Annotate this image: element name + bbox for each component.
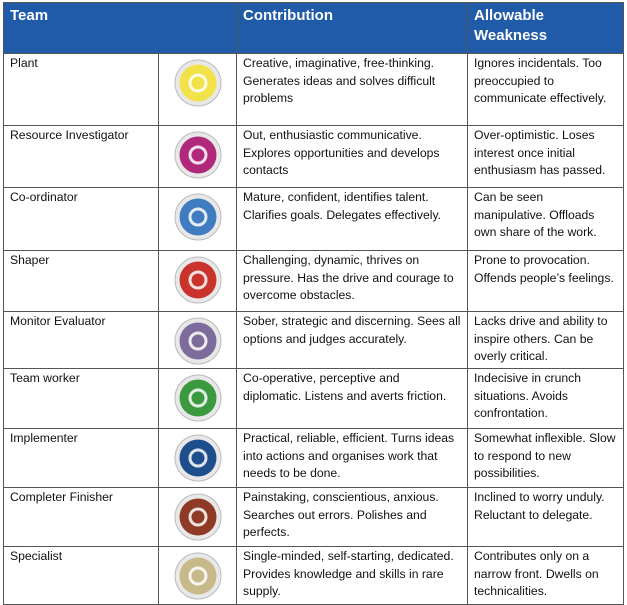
icon-glyph xyxy=(188,73,207,93)
icon-cell xyxy=(157,487,238,547)
table-row: Implementer Practical, reliable, efficien… xyxy=(3,428,625,488)
weakness-cell: Lacks drive and ability to inspire other… xyxy=(467,311,625,369)
icon-cell xyxy=(157,125,238,188)
weakness-cell: Ignores incidentals. Too preoccupied to … xyxy=(467,53,625,126)
contribution-cell: Mature, confident, identifies talent. Cl… xyxy=(236,187,469,251)
contribution-cell: Co-operative, perceptive and diplomatic.… xyxy=(236,368,469,429)
icon-cell xyxy=(157,428,238,488)
icon-glyph xyxy=(188,448,207,468)
icon-cell xyxy=(157,250,238,312)
icon-cell xyxy=(157,187,238,251)
icon-glyph xyxy=(188,388,207,408)
table-row: Co-ordinator Mature, confident, identifie… xyxy=(3,187,625,251)
icon-glyph xyxy=(188,566,207,586)
weakness-cell: Can be seen manipulative. Offloads own s… xyxy=(467,187,625,251)
icon-glyph xyxy=(188,331,207,351)
icon-disc xyxy=(179,498,216,536)
icon-disc xyxy=(179,379,216,417)
weakness-cell: Somewhat inflexible. Slow to respond to … xyxy=(467,428,625,488)
role-icon xyxy=(174,317,221,365)
contribution-cell: Practical, reliable, efficient. Turns id… xyxy=(236,428,469,488)
weakness-cell: Contributes only on a narrow front. Dwel… xyxy=(467,546,625,605)
header-cell: Allowable Weakness xyxy=(467,2,625,54)
header-cell: Contribution xyxy=(236,2,469,54)
icon-glyph xyxy=(188,270,207,290)
table-row: Monitor Evaluator Sober, strategic and di… xyxy=(3,311,625,369)
weakness-cell: Prone to provocation. Offends people’s f… xyxy=(467,250,625,312)
icon-disc xyxy=(179,322,216,360)
contribution-cell: Painstaking, conscientious, anxious. Sea… xyxy=(236,487,469,547)
team-cell: Specialist xyxy=(3,546,159,605)
icon-disc xyxy=(179,136,216,174)
role-icon xyxy=(174,193,221,241)
icon-disc xyxy=(179,439,216,477)
team-cell: Resource Investigator xyxy=(3,125,159,188)
table-row: Completer Finisher Painstaking, conscient… xyxy=(3,487,625,547)
team-cell: Co-ordinator xyxy=(3,187,159,251)
team-cell: Shaper xyxy=(3,250,159,312)
icon-cell xyxy=(157,368,238,429)
contribution-cell: Challenging, dynamic, thrives on pressur… xyxy=(236,250,469,312)
contribution-cell: Out, enthusiastic communicative. Explore… xyxy=(236,125,469,188)
weakness-cell: Inclined to worry unduly. Reluctant to d… xyxy=(467,487,625,547)
icon-disc xyxy=(179,557,216,595)
header-row: Team Contribution Allowable Weakness xyxy=(2,2,625,54)
contribution-cell: Creative, imaginative, free-thinking. Ge… xyxy=(236,53,469,126)
role-icon xyxy=(174,374,221,422)
table-row: Resource Investigator Out, enthusiastic c… xyxy=(3,125,625,188)
icon-glyph xyxy=(188,207,207,227)
team-cell: Plant xyxy=(3,53,159,126)
icon-disc xyxy=(179,261,216,299)
role-icon xyxy=(174,59,221,107)
team-cell: Team worker xyxy=(3,368,159,429)
team-cell: Completer Finisher xyxy=(3,487,159,547)
role-icon xyxy=(174,131,221,179)
role-icon xyxy=(174,493,221,541)
weakness-cell: Over-optimistic. Loses interest once ini… xyxy=(467,125,625,188)
table-row: Plant Creative, imaginative, free-thinkin… xyxy=(3,53,625,126)
icon-glyph xyxy=(188,145,207,165)
icon-disc xyxy=(179,198,216,236)
role-icon xyxy=(174,256,221,304)
icon-glyph xyxy=(188,507,207,527)
icon-cell xyxy=(157,546,238,605)
table-row: Specialist Single-minded, self-starting, … xyxy=(3,546,625,605)
icon-cell xyxy=(157,311,238,369)
header-cell: Team xyxy=(2,2,238,54)
weakness-cell: Indecisive in crunch situations. Avoids … xyxy=(467,368,625,429)
table-row: Team worker Co-operative, perceptive and … xyxy=(3,368,625,429)
icon-cell xyxy=(157,53,238,126)
contribution-cell: Sober, strategic and discerning. Sees al… xyxy=(236,311,469,369)
role-icon xyxy=(174,552,221,600)
contribution-cell: Single-minded, self-starting, dedicated.… xyxy=(236,546,469,605)
table-body: Plant Creative, imaginative, free-thinkin… xyxy=(3,53,625,605)
team-cell: Implementer xyxy=(3,428,159,488)
table-row: Shaper Challenging, dynamic, thrives on p… xyxy=(3,250,625,312)
icon-disc xyxy=(179,64,216,102)
role-icon xyxy=(174,434,221,482)
team-cell: Monitor Evaluator xyxy=(3,311,159,369)
